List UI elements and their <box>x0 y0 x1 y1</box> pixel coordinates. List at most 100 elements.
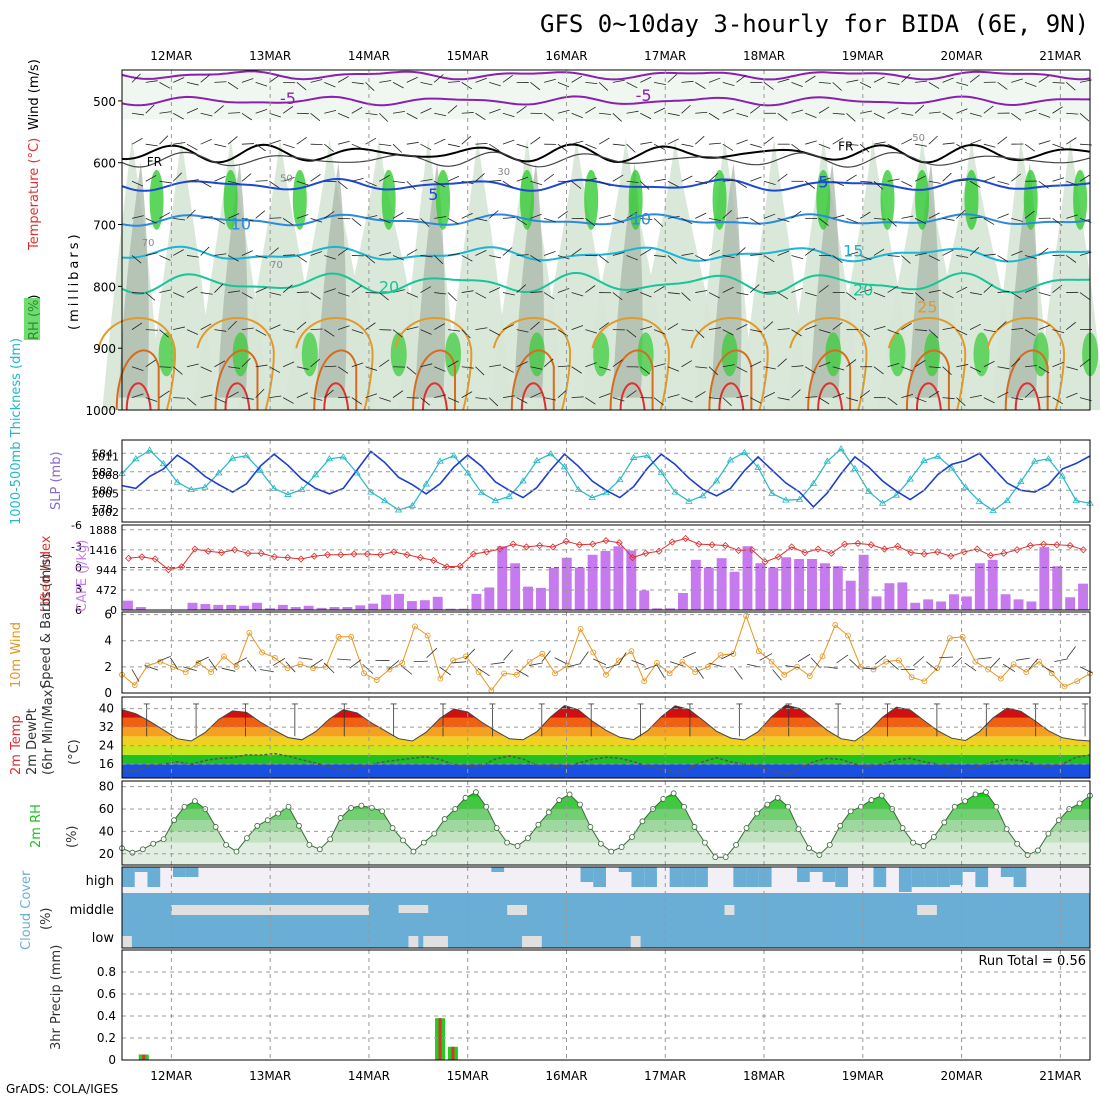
wind-barb <box>1002 663 1016 673</box>
rh-contour-label: 50 <box>280 173 293 184</box>
slp-point <box>381 496 389 504</box>
cape-bar <box>768 567 779 610</box>
isotherm-30-loop <box>609 349 654 411</box>
wind-barb <box>736 324 748 330</box>
slp-point <box>837 445 845 452</box>
wind-barb <box>612 292 623 301</box>
wind-barb <box>131 393 144 399</box>
li-point <box>217 549 226 557</box>
wind-barb <box>172 366 183 375</box>
slp-point <box>491 496 500 504</box>
wind-barb <box>969 74 980 83</box>
wind-barb <box>928 135 938 145</box>
wind-speed-point <box>717 652 724 659</box>
wind-barb <box>914 397 927 403</box>
isotherm-label: 20 <box>853 281 873 300</box>
wind-barb <box>365 215 378 219</box>
isotherm-25-loop <box>97 317 177 411</box>
wind-barb <box>887 397 898 406</box>
li-point <box>270 553 279 561</box>
cape-bar <box>1052 566 1063 610</box>
wind-barb <box>1011 173 1022 182</box>
wind-barb <box>887 81 900 85</box>
precip-bar-convective <box>438 1018 442 1060</box>
wind-barb <box>447 218 459 225</box>
wind-barb <box>656 665 665 678</box>
isotherm-30-loop <box>807 349 852 411</box>
li-point <box>589 540 597 548</box>
wind-barb <box>208 658 218 671</box>
wind-barb <box>365 255 376 264</box>
slp-point <box>311 471 320 478</box>
isotherm-35-loop <box>224 382 251 411</box>
isotherm-35-loop <box>323 382 350 411</box>
rh-plume <box>443 138 512 410</box>
slp-point <box>394 506 403 513</box>
top-date-label: 16MAR <box>545 49 587 63</box>
wind-barb <box>269 395 282 399</box>
wind-barb <box>969 246 980 256</box>
wind-barb <box>750 176 762 182</box>
rh-point <box>514 843 521 849</box>
rh-upper-layer <box>122 73 1090 120</box>
wind-barb <box>159 329 169 338</box>
cape-bar <box>832 566 843 610</box>
wind-barb <box>1066 112 1079 115</box>
wind-speed-point <box>603 671 609 678</box>
wind-barb <box>846 174 857 182</box>
rh-point <box>525 835 531 842</box>
wind-speed-point <box>870 666 877 673</box>
temp-ylabel-group: 2m Temp 2m DewPt (6hr Min/Max) (°C) <box>9 685 82 775</box>
wind-barb <box>626 390 637 398</box>
cloud-high-label: high <box>86 874 114 889</box>
wind-barb <box>159 289 172 293</box>
thickness-ytick-label: 582 <box>92 466 113 479</box>
li-point <box>323 551 332 559</box>
rh-frame <box>121 780 1091 866</box>
wind-barb <box>228 180 240 185</box>
wind-barb <box>667 323 679 330</box>
wind-barb <box>283 254 296 256</box>
cloud-high-bar <box>618 867 632 872</box>
wind-barb <box>887 363 900 368</box>
wind-barb <box>296 366 309 370</box>
wind-barb <box>750 361 762 368</box>
bottom-date-label: 18MAR <box>743 1069 785 1083</box>
wind-barb <box>763 255 775 263</box>
wind-barb <box>860 255 872 261</box>
rh-point <box>171 817 177 824</box>
wind-barb <box>818 218 829 226</box>
wind-barb <box>200 216 213 219</box>
wind-barb <box>310 292 321 300</box>
wind-barb <box>1079 292 1090 300</box>
isotherm-label: 5 <box>818 172 828 191</box>
wind-barb <box>516 397 528 404</box>
wind-barb <box>818 329 831 334</box>
wind-barb <box>1011 292 1022 300</box>
wind-barb <box>516 284 527 293</box>
top-date-label: 20MAR <box>941 49 983 63</box>
wind-barb <box>969 112 982 117</box>
wind-barb <box>832 366 845 371</box>
wind-barb <box>681 329 694 332</box>
wind-barb <box>810 657 821 669</box>
wind-barb <box>640 366 651 375</box>
rh-point <box>837 822 844 829</box>
wind-barb <box>791 255 804 260</box>
wind-barb <box>791 365 804 368</box>
wind-speed-point <box>246 630 253 636</box>
isotherm-35-loop <box>915 382 942 411</box>
chart-title: GFS 0~10day 3-hourly for BIDA (6E, 9N) <box>540 10 1090 38</box>
slp-point <box>201 483 209 490</box>
wind-barb <box>626 82 638 89</box>
wind-speed-point <box>373 677 380 683</box>
wind-barb <box>310 251 323 256</box>
wind-barb <box>901 393 914 399</box>
cloud-frame <box>121 866 1091 949</box>
cape-bar <box>613 546 624 610</box>
wind-barb <box>282 218 294 226</box>
wind-barb <box>977 657 992 660</box>
wind-barb <box>653 286 665 293</box>
precip-ytick-label: 0.6 <box>97 987 116 1001</box>
wind-barb <box>255 81 268 87</box>
